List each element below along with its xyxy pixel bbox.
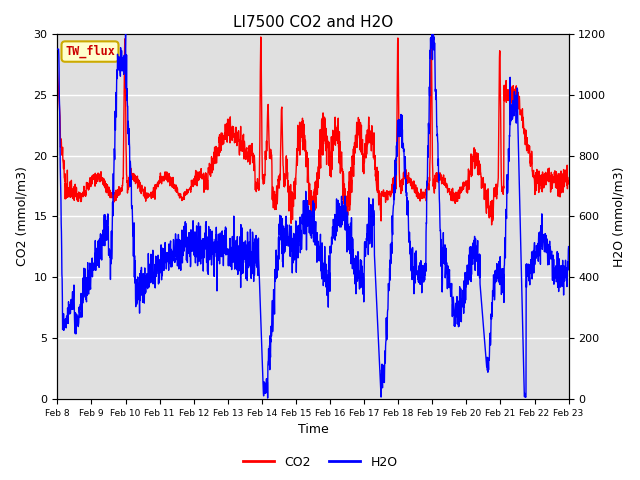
Legend: CO2, H2O: CO2, H2O (237, 451, 403, 474)
Y-axis label: H2O (mmol/m3): H2O (mmol/m3) (612, 166, 625, 267)
X-axis label: Time: Time (298, 423, 328, 436)
Text: TW_flux: TW_flux (65, 45, 115, 58)
Title: LI7500 CO2 and H2O: LI7500 CO2 and H2O (233, 15, 393, 30)
Y-axis label: CO2 (mmol/m3): CO2 (mmol/m3) (15, 167, 28, 266)
